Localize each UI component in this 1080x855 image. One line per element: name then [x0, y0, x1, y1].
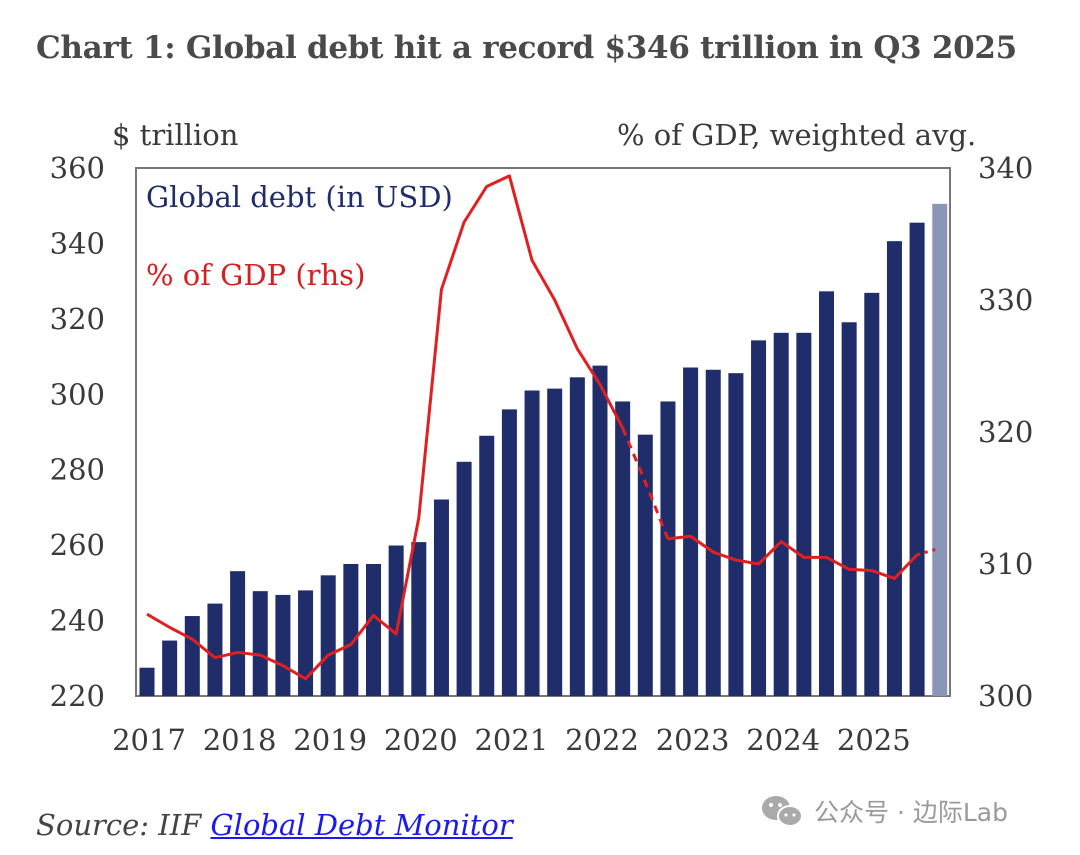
x-tick-2018: 2018 [203, 723, 277, 757]
bar-2019Q3 [366, 564, 381, 696]
bar-2017Q1 [139, 667, 155, 696]
bar-2025Q2 [886, 241, 902, 696]
bar-2017Q2 [162, 640, 178, 696]
bar-2019Q1 [320, 575, 336, 696]
x-tick-2025: 2025 [837, 723, 911, 757]
bar-2019Q2 [343, 564, 359, 696]
bar-2025Q1 [864, 292, 880, 696]
left-tick-260: 260 [50, 528, 105, 562]
bar-2021Q1 [501, 409, 517, 696]
bar-2025Q3 [909, 222, 925, 696]
left-axis-label: $ trillion [112, 118, 239, 152]
plot-frame [135, 167, 951, 697]
watermark-text: 公众号 · 边际Lab [814, 798, 1008, 827]
bar-2024Q2 [796, 332, 812, 696]
bar-2021Q2 [524, 390, 540, 696]
source-link[interactable]: Global Debt Monitor [210, 808, 513, 842]
bar-2018Q4 [298, 590, 314, 696]
bar-2022Q1 [592, 365, 608, 696]
right-tick-320: 320 [978, 415, 1033, 449]
right-tick-310: 310 [978, 547, 1033, 581]
x-tick-2017: 2017 [112, 723, 186, 757]
bar-2023Q2 [705, 369, 721, 696]
bar-2024Q1 [773, 332, 789, 696]
chart-title: Chart 1: Global debt hit a record $346 t… [36, 30, 1017, 66]
bar-2019Q4 [388, 545, 404, 696]
bar-2024Q3 [819, 291, 834, 696]
bar-2025Q4 [932, 203, 948, 697]
x-tick-2020: 2020 [384, 723, 458, 757]
source-note: Source: IIF Global Debt Monitor [36, 808, 513, 842]
bar-2022Q3 [637, 434, 653, 696]
left-tick-340: 340 [50, 226, 105, 260]
x-tick-2022: 2022 [565, 723, 639, 757]
left-tick-360: 360 [50, 151, 105, 185]
bar-2023Q1 [683, 367, 699, 696]
bar-2018Q1 [230, 571, 246, 696]
bar-2022Q4 [660, 401, 676, 696]
bar-2020Q2 [433, 499, 449, 696]
bar-2022Q2 [615, 401, 631, 696]
x-tick-2023: 2023 [656, 723, 730, 757]
left-tick-320: 320 [50, 302, 105, 336]
left-tick-240: 240 [50, 604, 105, 638]
bar-2020Q1 [411, 542, 427, 696]
right-tick-300: 300 [978, 679, 1033, 713]
x-tick-2021: 2021 [474, 723, 548, 757]
bar-2024Q4 [841, 322, 857, 696]
bar-2017Q4 [207, 603, 223, 696]
x-tick-2019: 2019 [293, 723, 367, 757]
bar-2018Q3 [275, 594, 291, 696]
bar-2021Q3 [547, 388, 563, 696]
source-prefix: Source: IIF [36, 808, 211, 842]
gdp-line [146, 174, 624, 681]
legend-debt: Global debt (in USD) [146, 180, 453, 214]
bar-2017Q3 [184, 616, 200, 696]
bar-2021Q4 [569, 377, 585, 696]
left-tick-300: 300 [50, 377, 105, 411]
bar-2018Q2 [252, 591, 268, 696]
gdp-line-recent [667, 534, 919, 581]
watermark: 公众号 · 边际Lab [760, 793, 1008, 829]
right-tick-330: 330 [978, 283, 1033, 317]
x-tick-2024: 2024 [746, 723, 820, 757]
legend-gdp: % of GDP (rhs) [146, 258, 366, 292]
wechat-icon [762, 796, 803, 827]
bar-2023Q3 [728, 373, 744, 696]
left-tick-220: 220 [50, 679, 105, 713]
bar-2020Q3 [456, 461, 472, 696]
right-axis-label: % of GDP, weighted avg. [617, 118, 977, 152]
bar-2023Q4 [751, 340, 767, 696]
right-tick-340: 340 [978, 151, 1033, 185]
bar-2020Q4 [479, 435, 495, 696]
left-tick-280: 280 [50, 453, 105, 487]
